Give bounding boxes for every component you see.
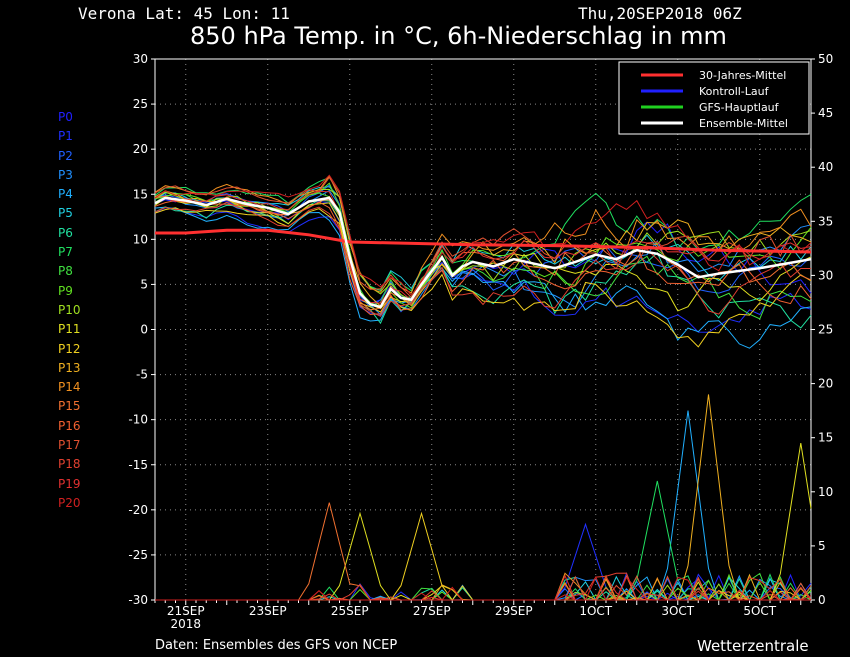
y-left-tick-label: 15 <box>133 187 148 201</box>
member-temp-line <box>154 190 812 307</box>
chart-title: 850 hPa Temp. in °C, 6h-Niederschlag in … <box>190 22 727 50</box>
legend-label: Kontroll-Lauf <box>699 85 770 98</box>
member-temp-line <box>154 186 812 291</box>
member-label: P8 <box>58 264 73 279</box>
member-label: P16 <box>58 418 81 433</box>
y-left-tick-label: 30 <box>133 52 148 66</box>
member-precip-line <box>155 511 811 601</box>
member-label: P4 <box>58 187 73 202</box>
x-tick-label: 5OCT <box>743 604 776 618</box>
legend-label: 30-Jahres-Mittel <box>699 69 786 82</box>
member-label: P9 <box>58 283 73 298</box>
member-label: P20 <box>58 495 81 510</box>
y-right-tick-label: 30 <box>818 268 833 282</box>
y-left-tick-label: 5 <box>140 277 148 291</box>
member-label: P0 <box>58 110 73 124</box>
member-label: P19 <box>58 476 81 491</box>
legend-label: Ensemble-Mittel <box>699 117 788 130</box>
member-precip-line <box>155 572 811 601</box>
x-tick-label: 21SEP <box>167 604 205 618</box>
member-temp-line <box>154 206 812 349</box>
y-right-tick-label: 15 <box>818 431 833 445</box>
member-label: P12 <box>58 341 81 356</box>
member-label: P6 <box>58 225 73 240</box>
member-label: P13 <box>58 360 81 375</box>
x-tick-sublabel: 2018 <box>170 617 201 631</box>
member-temp-line <box>154 199 812 316</box>
y-right-tick-label: 50 <box>818 52 833 66</box>
run-datetime: Thu,20SEP2018 06Z <box>578 4 742 23</box>
member-temp-line <box>154 207 812 348</box>
member-label: P11 <box>58 322 81 337</box>
member-precip-line <box>155 583 812 601</box>
x-tick-label: 27SEP <box>413 604 451 618</box>
member-temp-line <box>154 201 811 317</box>
y-right-tick-label: 5 <box>818 539 826 553</box>
member-list: P0 P1 P2 P3 P4 P5 P6 P7 P8 P9 P10 P11 P12 P13 P14 P15 P1… <box>58 108 81 513</box>
y-right-tick-label: 25 <box>818 323 833 337</box>
y-right-tick-label: 0 <box>818 593 826 607</box>
member-temp-line <box>154 184 812 308</box>
member-temp-line <box>154 176 812 299</box>
member-label: P15 <box>58 399 81 414</box>
member-label: P18 <box>58 457 81 472</box>
member-precip-line <box>155 443 812 601</box>
y-left-tick-label: -25 <box>128 548 148 562</box>
ensemble-mean-line <box>154 196 812 309</box>
member-label: P10 <box>58 302 81 317</box>
climate-mean-line <box>155 228 812 254</box>
data-credit: Daten: Ensembles des GFS von NCEP <box>155 638 398 653</box>
brand-label: Wetterzentrale <box>697 637 809 655</box>
member-label: P14 <box>58 380 81 395</box>
member-label: P7 <box>58 245 73 260</box>
x-tick-label: 25SEP <box>331 604 369 618</box>
y-right-tick-label: 40 <box>818 160 833 174</box>
x-tick-label: 23SEP <box>249 604 287 618</box>
member-precip-line <box>155 575 812 601</box>
y-left-tick-label: -20 <box>128 503 148 517</box>
y-right-tick-label: 45 <box>818 106 833 120</box>
member-label: P2 <box>58 148 73 163</box>
x-tick-label: 29SEP <box>495 604 533 618</box>
member-temp-line <box>154 175 812 294</box>
member-temp-line <box>154 199 812 329</box>
legend-label: GFS-Hauptlauf <box>699 101 780 114</box>
y-left-tick-label: 10 <box>133 232 148 246</box>
member-temp-line <box>154 197 812 312</box>
member-label: P3 <box>58 167 73 182</box>
member-label: P5 <box>58 206 73 221</box>
member-precip-line <box>155 410 811 602</box>
x-tick-label: 1OCT <box>579 604 612 618</box>
y-left-tick-label: -15 <box>128 458 148 472</box>
y-left-tick-label: 20 <box>133 142 148 156</box>
y-left-tick-label: -10 <box>128 413 148 427</box>
y-left-tick-label: -5 <box>136 368 148 382</box>
member-precip-line <box>155 502 811 602</box>
y-left-tick-label: 0 <box>140 323 148 337</box>
x-tick-label: 3OCT <box>661 604 694 618</box>
y-left-tick-label: 25 <box>133 97 148 111</box>
member-precip-line <box>155 394 812 602</box>
member-temp-line <box>154 207 812 333</box>
y-left-tick-label: -30 <box>128 593 148 607</box>
member-label: P17 <box>58 438 81 453</box>
member-label: P1 <box>58 129 73 144</box>
location-label: Verona Lat: 45 Lon: 11 <box>78 4 290 23</box>
y-right-tick-label: 35 <box>818 214 833 228</box>
y-right-tick-label: 20 <box>818 377 833 391</box>
member-temp-line <box>154 174 812 297</box>
y-right-tick-label: 10 <box>818 485 833 499</box>
